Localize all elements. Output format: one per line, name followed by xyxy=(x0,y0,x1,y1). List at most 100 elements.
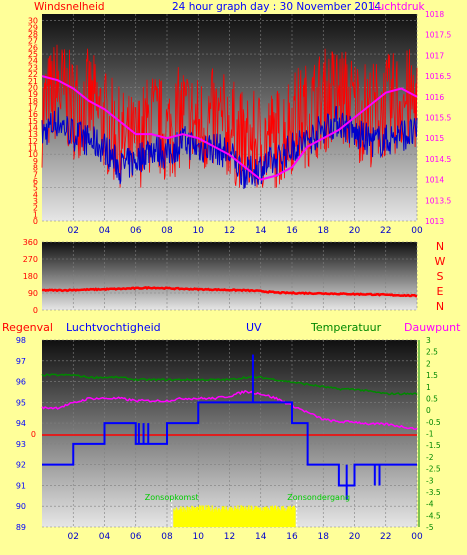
temperature-tick: -2 xyxy=(426,453,434,462)
temperature-tick: -0.5 xyxy=(426,418,441,427)
solar-bar xyxy=(234,507,237,527)
solar-bar xyxy=(230,506,232,527)
solar-radiation-bars xyxy=(173,505,296,527)
solar-bar xyxy=(185,511,188,527)
windspeed-tick: 14 xyxy=(28,124,38,133)
temperature-tick: -3.5 xyxy=(426,488,441,497)
pressure-tick: 1016.5 xyxy=(425,72,451,81)
solar-bar xyxy=(291,509,293,527)
uv-label: UV xyxy=(246,321,262,334)
sunrise-label: Zonsopkomst xyxy=(145,493,199,502)
solar-bar xyxy=(288,508,291,527)
solar-bar xyxy=(237,505,239,527)
solar-bar xyxy=(226,509,228,527)
solar-bar xyxy=(178,509,181,527)
solar-bar xyxy=(182,506,184,527)
solar-bar xyxy=(286,508,288,527)
solar-bar xyxy=(225,506,227,527)
solar-bar xyxy=(202,505,205,527)
solar-bar xyxy=(179,508,181,527)
solar-bar xyxy=(224,509,227,527)
pressure-label: Luchtdruk xyxy=(372,1,426,13)
solar-bar xyxy=(247,507,249,527)
windspeed-tick: 6 xyxy=(33,177,38,186)
solar-bar xyxy=(255,507,257,527)
solar-bar xyxy=(227,511,229,527)
pressure-tick: 1015.5 xyxy=(425,114,451,123)
solar-bar xyxy=(221,506,223,527)
solar-bar xyxy=(187,507,189,527)
solar-bar xyxy=(263,506,266,527)
solar-bar xyxy=(183,511,185,527)
solar-bar xyxy=(261,510,263,527)
solar-bar xyxy=(206,507,209,527)
solar-bar xyxy=(217,508,220,527)
windspeed-tick: 25 xyxy=(28,50,38,59)
solar-bar xyxy=(284,511,287,527)
solar-bar xyxy=(277,507,280,527)
x-tick-label: 06 xyxy=(130,532,142,542)
solar-bar xyxy=(181,511,184,527)
temperature-tick: 2.5 xyxy=(426,348,438,357)
solar-bar xyxy=(270,507,273,527)
solar-bar xyxy=(274,506,276,527)
solar-bar xyxy=(256,506,258,527)
windspeed-tick: 28 xyxy=(28,30,38,39)
solar-bar xyxy=(269,510,271,527)
humidity-label: Luchtvochtigheid xyxy=(66,321,161,334)
solar-bar xyxy=(216,510,218,527)
solar-bar xyxy=(189,508,191,527)
solar-bar xyxy=(174,510,177,527)
humidity-tick: 89 xyxy=(16,523,26,532)
sunset-label: Zonsondergang xyxy=(287,493,350,502)
solar-bar xyxy=(199,506,202,527)
x-tick-label: 04 xyxy=(99,532,111,542)
solar-bar xyxy=(256,507,259,527)
windspeed-tick: 7 xyxy=(33,170,38,179)
solar-bar xyxy=(248,505,250,527)
solar-bar xyxy=(245,506,247,527)
solar-bar xyxy=(238,509,240,527)
compass-label: N xyxy=(436,240,444,253)
windspeed-tick: 21 xyxy=(28,77,38,86)
solar-bar xyxy=(239,508,241,527)
windspeed-tick: 20 xyxy=(28,83,38,92)
temperature-tick: -4 xyxy=(426,500,434,509)
temperature-tick: -5 xyxy=(426,523,434,532)
solar-bar xyxy=(212,509,214,527)
solar-bar xyxy=(195,508,197,527)
solar-bar xyxy=(195,507,198,527)
rain-zero-label: 0 xyxy=(31,430,36,439)
x-tick-label: 14 xyxy=(255,532,267,542)
solar-bar xyxy=(186,506,188,527)
solar-bar xyxy=(292,505,295,527)
direction-tick: 270 xyxy=(23,255,38,264)
pressure-tick: 1018 xyxy=(425,10,444,19)
solar-bar xyxy=(235,508,238,527)
windspeed-label: Windsnelheid xyxy=(34,1,105,13)
humidity-tick: 97 xyxy=(16,357,26,366)
solar-bar xyxy=(265,506,267,527)
solar-bar xyxy=(194,508,196,527)
temperature-tick: -3 xyxy=(426,476,434,485)
wind-pressure-series xyxy=(41,44,418,190)
solar-bar xyxy=(231,507,234,527)
solar-bar xyxy=(280,510,282,527)
solar-bar xyxy=(249,509,251,527)
solar-bar xyxy=(253,508,256,527)
solar-bar xyxy=(209,511,212,527)
solar-bar xyxy=(267,510,269,527)
x-tick-label: 08 xyxy=(161,532,173,542)
temperature-tick: -1.5 xyxy=(426,441,441,450)
solar-bar xyxy=(190,510,192,527)
windspeed-tick: 0 xyxy=(33,217,38,226)
humidity-axis: 89 90 91 92 93 94 95 96 97 98 0 xyxy=(16,336,36,532)
solar-bar xyxy=(250,505,252,527)
solar-bar xyxy=(174,511,176,527)
pressure-tick: 1017 xyxy=(425,51,444,60)
x-tick-label: 04 xyxy=(99,226,111,236)
dewpoint-line xyxy=(41,389,418,431)
temperature-tick: 2 xyxy=(426,359,431,368)
solar-bar xyxy=(275,509,277,527)
